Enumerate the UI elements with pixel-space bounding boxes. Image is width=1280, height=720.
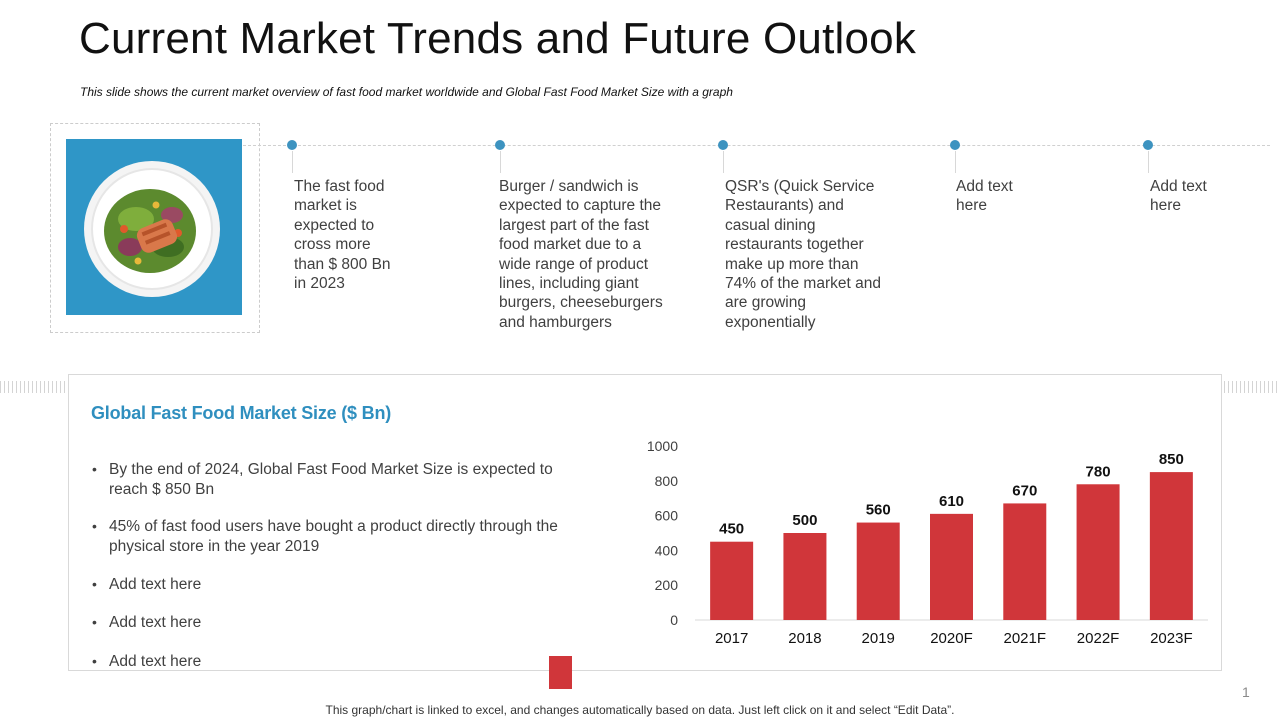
data-label: 670 — [1012, 482, 1037, 499]
bar-2018 — [783, 533, 827, 620]
y-tick-label: 600 — [655, 508, 679, 524]
timeline-dot — [1143, 140, 1153, 150]
text-line: Add text here — [109, 576, 202, 593]
slide-title: Current Market Trends and Future Outlook — [79, 14, 917, 63]
bullet-text: By the end of 2024, Global Fast Food Mar… — [109, 460, 553, 499]
x-tick-label: 2021F — [1004, 630, 1047, 647]
slide-subtitle: This slide shows the current market over… — [80, 85, 733, 99]
y-tick-label: 0 — [670, 612, 678, 628]
bar-2021F — [1003, 503, 1047, 620]
salad-plate-icon — [84, 161, 220, 297]
text-line: here — [1150, 197, 1182, 215]
bullet-icon: • — [92, 518, 97, 534]
data-label: 850 — [1159, 451, 1184, 468]
data-label: 560 — [866, 502, 891, 519]
bar-2023F — [1149, 472, 1193, 620]
bullet-text: Add text here — [109, 613, 201, 633]
text-line: here — [956, 197, 988, 215]
bar-2019 — [856, 522, 900, 620]
data-label: 450 — [719, 521, 744, 538]
x-tick-label: 2022F — [1077, 630, 1120, 647]
text-line: physical store in the year 2019 — [109, 537, 320, 555]
bar-chart[interactable]: 0 200 400 600 800 1000 450 2017 500 2018 560 2019 61… — [640, 430, 1220, 670]
text-line: expected to capture the — [499, 197, 662, 215]
timeline-text: Add text here — [956, 177, 1013, 216]
text-line: in 2023 — [294, 275, 345, 293]
bar-2020F — [930, 513, 973, 620]
y-tick-label: 400 — [655, 542, 679, 558]
text-line: burgers, cheeseburgers — [499, 294, 663, 312]
text-line: Add text here — [109, 614, 202, 631]
timeline-text: Burger / sandwich is expected to capture … — [499, 177, 663, 332]
timeline-dot — [718, 140, 728, 150]
text-line: Add text — [956, 178, 1013, 195]
food-image — [66, 139, 242, 315]
text-line: lines, including giant — [499, 275, 639, 293]
text-line: The fast food — [294, 178, 385, 195]
data-label: 780 — [1086, 463, 1111, 480]
panel-title: Global Fast Food Market Size ($ Bn) — [91, 403, 392, 423]
text-line: largest part of the fast — [499, 216, 649, 234]
bar-2022F — [1076, 484, 1120, 620]
timeline-dot — [287, 140, 297, 150]
text-line: Restaurants) and — [725, 197, 844, 215]
text-line: By the end of 2024, Global Fast Food Mar… — [109, 461, 553, 478]
y-tick-label: 200 — [655, 577, 679, 593]
text-line: than $ 800 Bn — [294, 255, 391, 273]
text-line: make up more than — [725, 255, 859, 273]
timeline-tick — [1148, 151, 1149, 173]
x-tick-label: 2023F — [1150, 630, 1193, 647]
timeline-line — [243, 145, 1270, 146]
x-tick-label: 2019 — [862, 630, 895, 647]
timeline-dot — [950, 140, 960, 150]
text-line: Burger / sandwich is — [499, 178, 639, 195]
page-number: 1 — [1242, 684, 1250, 700]
timeline-tick — [500, 151, 501, 173]
bullet-text: 45% of fast food users have bought a pro… — [109, 517, 558, 556]
text-line: QSR's (Quick Service — [725, 178, 875, 195]
text-line: and hamburgers — [499, 313, 612, 331]
text-line: reach $ 850 Bn — [109, 480, 215, 498]
data-label: 500 — [792, 512, 817, 529]
bullet-icon: • — [92, 461, 97, 477]
timeline-tick — [292, 151, 293, 173]
bullet-text: Add text here — [109, 575, 201, 595]
y-tick-label: 1000 — [647, 438, 678, 454]
text-line: exponentially — [725, 313, 816, 331]
text-line: food market due to a — [499, 236, 642, 254]
text-line: 45% of fast food users have bought a pro… — [109, 518, 558, 535]
x-tick-label: 2020F — [930, 630, 973, 647]
text-line: casual dining — [725, 216, 816, 234]
bullet-icon: • — [92, 576, 97, 592]
text-line: market is — [294, 197, 357, 215]
text-line: expected to — [294, 216, 375, 234]
accent-square — [549, 656, 572, 689]
text-line: 74% of the market and — [725, 275, 881, 293]
bullet-icon: • — [92, 653, 97, 669]
text-line: Add text — [1150, 178, 1207, 195]
x-tick-label: 2018 — [788, 630, 821, 647]
x-tick-label: 2017 — [715, 630, 748, 647]
timeline-text: QSR's (Quick Service Restaurants) and casu… — [725, 177, 881, 332]
y-tick-label: 800 — [655, 473, 679, 489]
timeline-text: The fast food market is expected to cross m… — [294, 177, 391, 293]
footnote: This graph/chart is linked to excel, and… — [325, 703, 955, 717]
text-line: are growing — [725, 294, 806, 312]
timeline-text: Add text here — [1150, 177, 1207, 216]
bullet-icon: • — [92, 614, 97, 630]
timeline-tick — [723, 151, 724, 173]
data-label: 610 — [939, 493, 964, 510]
image-frame — [50, 123, 260, 333]
text-line: wide range of product — [499, 255, 649, 273]
timeline-dot — [495, 140, 505, 150]
bar-2017 — [710, 541, 754, 620]
bullet-text: Add text here — [109, 652, 201, 672]
text-line: restaurants together — [725, 236, 864, 254]
text-line: cross more — [294, 236, 371, 254]
timeline-tick — [955, 151, 956, 173]
text-line: Add text here — [109, 653, 202, 670]
